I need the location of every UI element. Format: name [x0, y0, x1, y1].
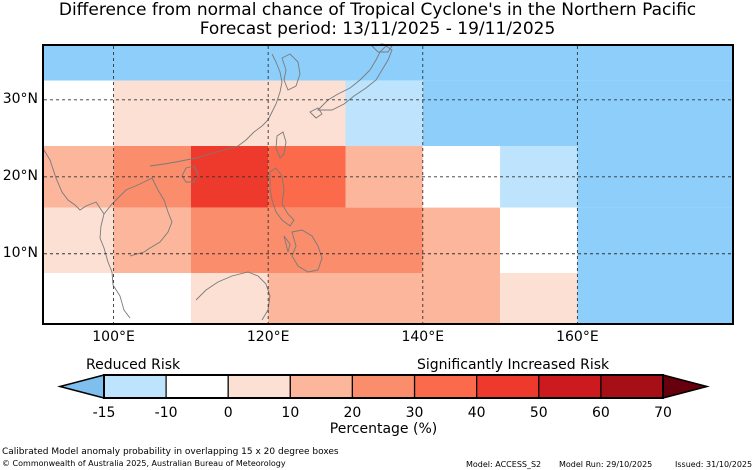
anomaly-cell — [422, 207, 501, 273]
anomaly-cell — [500, 273, 578, 323]
coastline-korea — [281, 53, 301, 91]
colorbar-swatch — [476, 374, 540, 399]
anomaly-cell — [577, 273, 732, 323]
coastline-hainan — [181, 165, 199, 183]
anomaly-cell — [44, 146, 114, 208]
longitude-label: 120°E — [246, 329, 290, 345]
colorbar-tick-label: 50 — [529, 405, 548, 421]
coastline-taiwan — [275, 131, 287, 159]
colorbar-swatch — [165, 374, 229, 399]
coastlines — [43, 43, 393, 321]
copyright: © Commonwealth of Australia 2025, Austra… — [2, 459, 286, 468]
colorbar-tick-label: 60 — [591, 405, 610, 421]
colorbar-swatch — [103, 374, 167, 399]
anomaly-cell — [345, 80, 423, 146]
colorbar-axis-label: Percentage (%) — [329, 421, 438, 437]
colorbar-swatch — [351, 374, 416, 399]
latitude-label: 20°N — [2, 167, 38, 184]
anomaly-cell — [44, 207, 114, 273]
colorbar-swatch — [538, 374, 602, 399]
issued-date: Issued: 31/10/2025 — [675, 460, 753, 469]
anomaly-cell — [113, 207, 191, 273]
forecast-period: Forecast period: 13/11/2025 - 19/11/2025 — [199, 19, 556, 39]
reduced-risk-label: Reduced Risk — [86, 357, 181, 373]
graticule — [44, 46, 732, 323]
longitude-label: 160°E — [556, 329, 599, 345]
colorbar-tick-label: 20 — [343, 405, 362, 421]
colorbar-swatch — [600, 374, 664, 399]
colorbar-swatch — [227, 374, 291, 399]
colorbar-over-arrow — [662, 374, 710, 399]
colorbar-tick-label: 30 — [405, 405, 424, 421]
anomaly-cell — [190, 207, 423, 273]
colorbar-tick-label: 10 — [281, 405, 300, 421]
model-run: Model Run: 29/10/2025 — [559, 460, 653, 469]
colorbar-under-arrow — [57, 374, 105, 399]
colorbar-tick-label: -10 — [154, 405, 178, 421]
anomaly-cell — [44, 80, 114, 146]
colorbar-tick-label: -15 — [92, 405, 116, 421]
coastline-borneo — [195, 271, 271, 321]
colorbar-tick-label: 0 — [223, 405, 233, 421]
model-name: Model: ACCESS_S2 — [466, 460, 542, 469]
increased-risk-label: Significantly Increased Risk — [417, 357, 610, 373]
latitude-label: 30°N — [2, 90, 38, 107]
anomaly-cell — [113, 80, 346, 146]
coastline-vietnam — [103, 177, 173, 257]
anomaly-cells — [44, 46, 732, 323]
colorbar — [57, 374, 710, 399]
colorbar-swatch — [414, 374, 478, 399]
colorbar-tick-label: 70 — [654, 405, 672, 421]
map-frame — [42, 44, 734, 325]
coastline-luzon — [269, 167, 295, 227]
anomaly-cell — [577, 207, 732, 273]
anomaly-cell — [44, 273, 191, 323]
coastline-japan — [309, 45, 393, 119]
anomaly-cell — [500, 207, 578, 273]
longitude-label: 100°E — [92, 329, 135, 345]
colorbar-swatch — [289, 374, 353, 399]
colorbar-outline — [103, 374, 664, 399]
anomaly-cell — [268, 273, 501, 323]
method-note: Calibrated Model anomaly probability in … — [2, 447, 339, 457]
map-title: Difference from normal chance of Tropica… — [58, 0, 697, 20]
longitude-label: 140°E — [401, 329, 445, 345]
colorbar-tick-label: 40 — [467, 405, 486, 421]
coastline-south-china — [149, 53, 283, 167]
latitude-label: 10°N — [2, 244, 38, 261]
anomaly-cell — [577, 146, 732, 208]
coastline-visayas-mindanao — [283, 229, 323, 273]
anomaly-cell — [190, 273, 269, 323]
